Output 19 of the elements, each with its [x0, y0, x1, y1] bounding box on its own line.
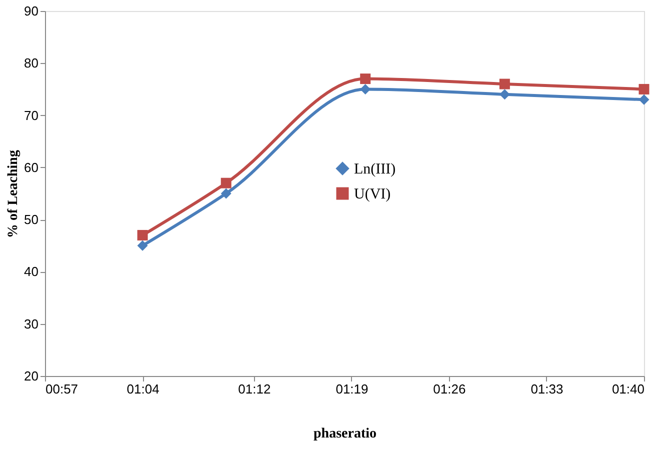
x-tick-label: 01:26 — [433, 382, 466, 396]
y-tick-label: 20 — [24, 368, 38, 384]
x-tick-label: 01:33 — [530, 382, 564, 396]
y-tick-label: 50 — [24, 212, 38, 228]
y-tick-label: 40 — [24, 264, 38, 280]
y-tick-label: 70 — [24, 108, 38, 123]
x-tick-label: 01:04 — [126, 382, 160, 396]
y-tick-label: 30 — [24, 316, 38, 332]
x-tick-label: 01:40 — [612, 382, 644, 396]
x-axis-title: phaseratio — [314, 426, 376, 442]
y-tick-label: 60 — [24, 160, 38, 175]
x-tick-label: 01:19 — [336, 382, 368, 396]
y-axis-title: % of Leaching — [6, 150, 22, 238]
y-tick-label: 80 — [24, 56, 38, 71]
x-tick-label: 01:12 — [238, 382, 271, 396]
x-tick-label: 00:57 — [46, 382, 78, 396]
legend-label: Ln(III) — [354, 162, 396, 178]
legend-label: U(VI) — [354, 186, 391, 202]
y-tick-label: 90 — [24, 4, 38, 18]
